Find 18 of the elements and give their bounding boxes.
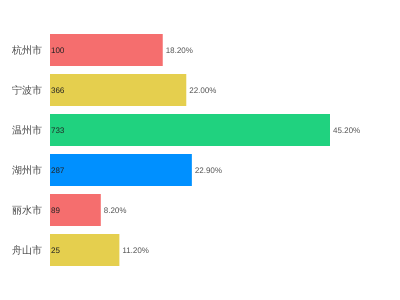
annotation: 733 xyxy=(51,126,65,135)
annotation: 100 xyxy=(51,46,65,55)
data-label: 45.20% xyxy=(333,126,360,135)
y-tick-label: 杭州市 xyxy=(11,44,42,56)
annotation: 89 xyxy=(51,206,60,215)
annotation: 287 xyxy=(51,166,65,175)
y-tick-label: 舟山市 xyxy=(12,244,42,256)
data-label: 22.90% xyxy=(194,166,222,175)
annotation: 366 xyxy=(51,86,65,95)
y-tick-label: 宁波市 xyxy=(12,84,42,96)
data-label: 8.20% xyxy=(104,206,126,215)
y-tick-label: 温州市 xyxy=(12,124,42,136)
annotation: 25 xyxy=(51,246,60,255)
data-label: 18.20% xyxy=(166,46,193,55)
data-label: 11.20% xyxy=(122,246,149,255)
data-label: 22.00% xyxy=(189,86,216,95)
y-tick-label: 丽水市 xyxy=(12,204,42,216)
y-tick-label: 湖州市 xyxy=(12,164,42,176)
